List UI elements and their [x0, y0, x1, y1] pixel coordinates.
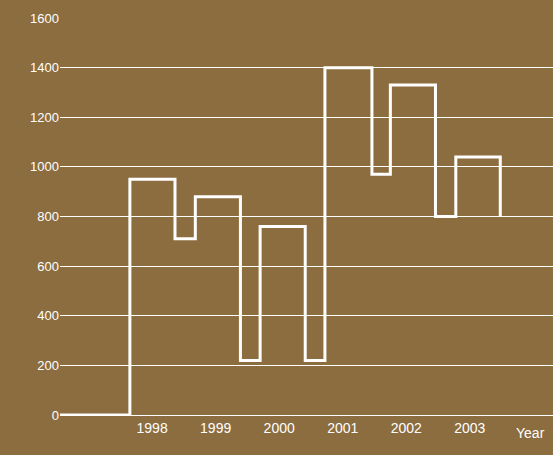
- svg-text:400: 400: [37, 308, 59, 323]
- svg-text:2003: 2003: [454, 420, 485, 436]
- svg-text:2002: 2002: [391, 420, 422, 436]
- svg-text:200: 200: [37, 358, 59, 373]
- svg-text:1998: 1998: [137, 420, 168, 436]
- svg-text:1000: 1000: [30, 159, 59, 174]
- svg-text:1600: 1600: [30, 11, 59, 26]
- svg-text:1200: 1200: [30, 110, 59, 125]
- svg-text:Year: Year: [516, 425, 545, 441]
- svg-text:1999: 1999: [200, 420, 231, 436]
- svg-text:2000: 2000: [264, 420, 295, 436]
- svg-text:800: 800: [37, 209, 59, 224]
- svg-text:2001: 2001: [327, 420, 358, 436]
- svg-text:1400: 1400: [30, 60, 59, 75]
- svg-text:600: 600: [37, 259, 59, 274]
- svg-text:0: 0: [52, 408, 59, 423]
